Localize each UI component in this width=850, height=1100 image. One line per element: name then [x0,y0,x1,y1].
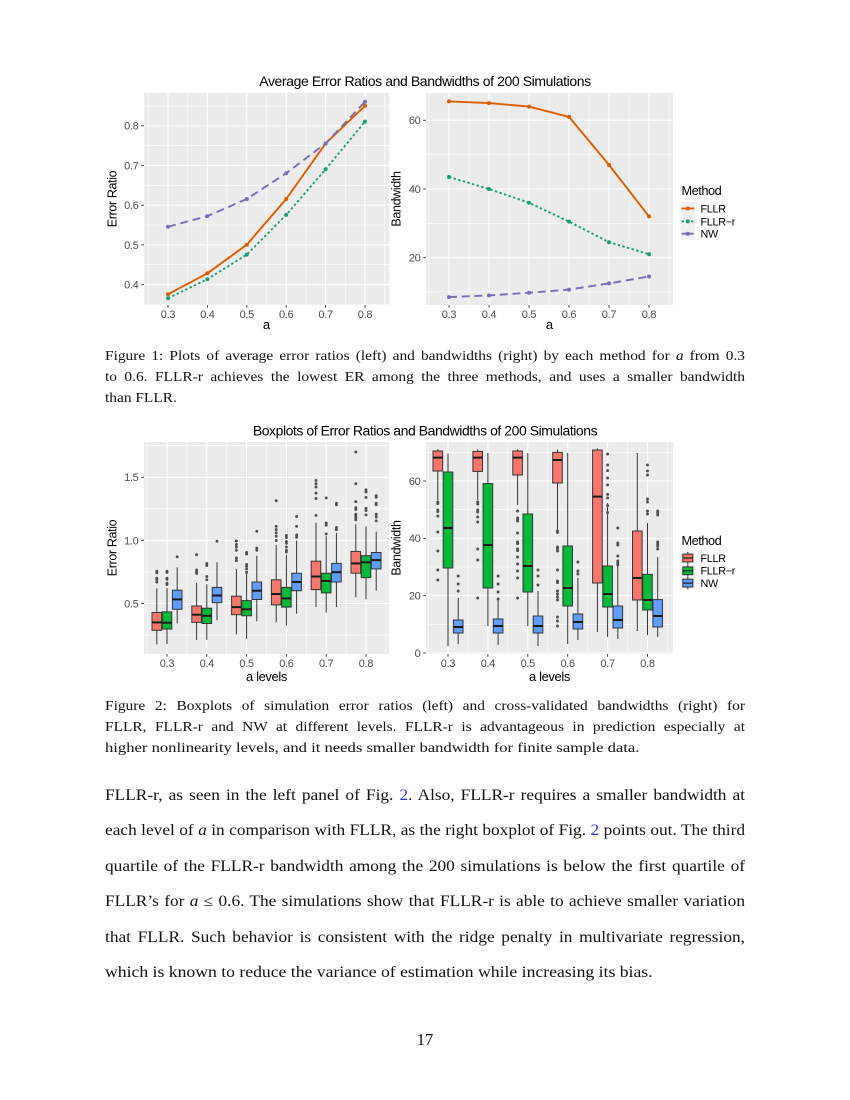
svg-text:60: 60 [409,476,421,488]
svg-text:a levels: a levels [246,669,288,684]
svg-text:0.4: 0.4 [200,658,215,670]
svg-text:Method: Method [682,183,722,198]
svg-text:0.5: 0.5 [521,658,536,670]
svg-text:0.5: 0.5 [240,309,255,321]
svg-text:0.5: 0.5 [124,240,139,252]
svg-text:0.6: 0.6 [279,658,294,670]
svg-text:0.8: 0.8 [642,309,657,321]
svg-text:0.5: 0.5 [239,658,254,670]
svg-text:0.8: 0.8 [640,658,655,670]
svg-text:0.6: 0.6 [124,200,139,212]
svg-text:0.7: 0.7 [319,658,334,670]
svg-text:0.7: 0.7 [124,160,139,172]
svg-text:0.4: 0.4 [482,309,497,321]
svg-text:a: a [546,317,554,332]
svg-text:0.8: 0.8 [358,309,373,321]
svg-text:20: 20 [409,253,421,265]
svg-text:Error Ratio: Error Ratio [106,170,120,227]
svg-text:0.6: 0.6 [562,309,577,321]
svg-text:NW: NW [701,578,719,590]
svg-text:0.3: 0.3 [441,658,456,670]
svg-text:Error Ratio: Error Ratio [106,519,120,576]
svg-text:1.0: 1.0 [124,535,139,547]
svg-text:0.4: 0.4 [200,309,215,321]
svg-text:Bandwidth: Bandwidth [390,520,404,576]
svg-text:Bandwidth: Bandwidth [390,171,404,227]
svg-text:0.7: 0.7 [602,309,617,321]
svg-text:Method: Method [682,533,722,548]
svg-text:0.7: 0.7 [600,658,615,670]
svg-text:a: a [263,317,271,332]
svg-text:FLLR: FLLR [701,553,727,565]
svg-text:0.4: 0.4 [481,658,496,670]
svg-text:20: 20 [409,591,421,603]
svg-text:0.6: 0.6 [560,658,575,670]
svg-text:FLLR−r: FLLR−r [701,566,736,578]
svg-text:0.3: 0.3 [161,309,176,321]
svg-text:60: 60 [409,115,421,127]
svg-text:0.4: 0.4 [124,280,139,292]
svg-text:a levels: a levels [529,669,571,684]
svg-text:40: 40 [409,533,421,545]
svg-text:1.5: 1.5 [124,472,139,484]
svg-text:Boxplots of Error Ratios and B: Boxplots of Error Ratios and Bandwidths … [253,423,598,439]
svg-text:FLLR−r: FLLR−r [701,216,736,228]
svg-text:NW: NW [701,229,719,241]
svg-text:Average Error Ratios and Bandw: Average Error Ratios and Bandwidths of 2… [259,73,591,89]
svg-text:0.7: 0.7 [318,309,333,321]
svg-text:40: 40 [409,184,421,196]
svg-text:0.3: 0.3 [160,658,175,670]
svg-text:0: 0 [415,648,421,660]
svg-text:0.8: 0.8 [359,658,374,670]
svg-text:0.6: 0.6 [279,309,294,321]
svg-text:0.5: 0.5 [124,598,139,610]
svg-text:0.3: 0.3 [442,309,457,321]
svg-text:0.8: 0.8 [124,121,139,133]
svg-text:0.5: 0.5 [522,309,537,321]
svg-text:FLLR: FLLR [701,203,727,215]
